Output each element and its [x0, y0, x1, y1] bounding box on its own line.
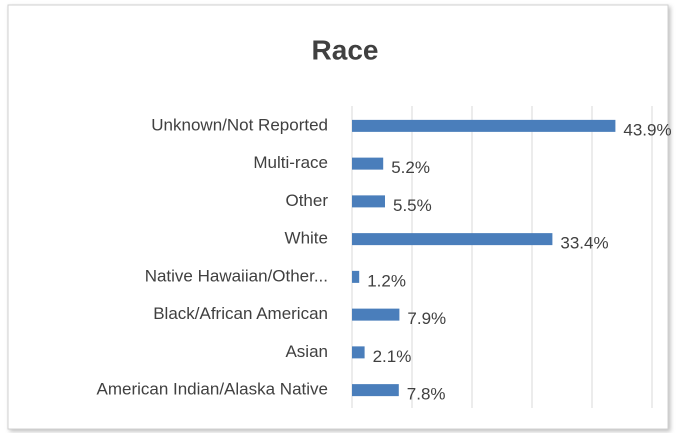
data-label: 43.9%	[623, 120, 671, 139]
y-tick-label: Unknown/Not Reported	[151, 115, 328, 134]
y-tick-label: Native Hawaiian/Other...	[145, 266, 328, 285]
data-label: 5.2%	[391, 158, 430, 177]
bar	[352, 346, 365, 359]
bar	[352, 195, 385, 208]
data-label: 7.8%	[407, 385, 446, 404]
data-label: 33.4%	[560, 234, 608, 253]
data-label: 7.9%	[407, 309, 446, 328]
bar	[352, 308, 400, 321]
chart-title: Race	[312, 34, 379, 65]
data-label: 5.5%	[393, 196, 432, 215]
y-tick-label: White	[285, 229, 328, 248]
y-tick-label: Black/African American	[153, 304, 328, 323]
y-tick-label: American Indian/Alaska Native	[96, 380, 328, 399]
y-tick-label: Multi-race	[253, 153, 328, 172]
data-label: 1.2%	[367, 271, 406, 290]
data-label: 2.1%	[373, 347, 412, 366]
bar	[352, 119, 616, 132]
y-tick-label: Other	[285, 191, 328, 210]
bar	[352, 157, 384, 170]
bar	[352, 270, 360, 283]
y-tick-label: Asian	[285, 342, 328, 361]
bar	[352, 233, 553, 246]
chart-frame	[7, 4, 669, 430]
bar	[352, 384, 399, 397]
